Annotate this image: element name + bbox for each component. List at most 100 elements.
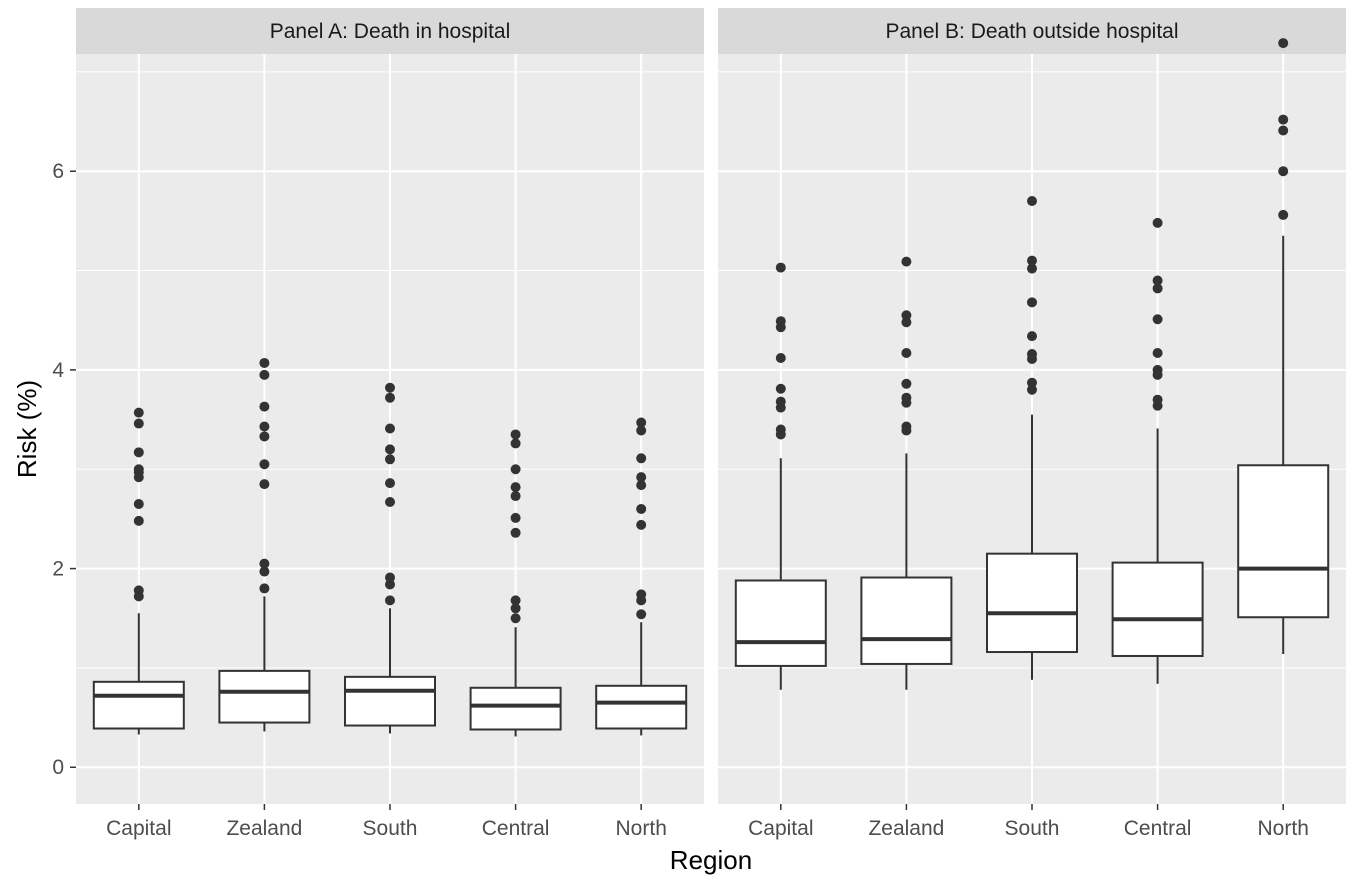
outlier-point — [385, 382, 395, 393]
iqr-box — [344, 675, 436, 727]
iqr-box — [92, 680, 185, 730]
x-axis-title: Region — [670, 845, 752, 875]
x-tick-label: Central — [1124, 817, 1192, 840]
outlier-point — [636, 453, 647, 464]
outlier-point — [385, 423, 395, 434]
outlier-point — [636, 425, 647, 436]
outlier-point — [510, 512, 521, 523]
boxplot-south — [986, 196, 1078, 680]
outlier-point — [1278, 166, 1289, 177]
boxplot-central — [469, 429, 562, 737]
outlier-point — [259, 459, 270, 470]
outlier-point — [259, 479, 270, 490]
outlier-point — [1152, 217, 1163, 228]
outlier-point — [133, 418, 144, 429]
outlier-point — [510, 482, 521, 493]
outlier-point — [1278, 209, 1289, 220]
outlier-point — [1027, 263, 1037, 274]
outlier-point — [901, 378, 912, 389]
panel-strip — [718, 8, 1346, 54]
x-tick-label: North — [616, 817, 667, 840]
boxplot-south — [344, 382, 436, 734]
panel-title: Panel B: Death outside hospital — [885, 20, 1178, 43]
outlier-point — [1027, 349, 1037, 359]
outlier-point — [1027, 331, 1037, 342]
outlier-point — [1027, 384, 1037, 395]
outlier-point — [133, 515, 144, 526]
outlier-point — [385, 579, 395, 590]
iqr-box — [734, 579, 827, 667]
outlier-point — [259, 583, 270, 594]
panel-b: Panel B: Death outside hospital Capital Ze… — [718, 8, 1346, 840]
outlier-point — [636, 589, 647, 600]
outlier-point — [510, 491, 521, 502]
outlier-point — [133, 464, 144, 475]
outlier-point — [636, 519, 647, 530]
outlier-point — [510, 464, 521, 475]
outlier-point — [775, 316, 786, 327]
outlier-point — [636, 609, 647, 620]
outlier-point — [901, 421, 912, 432]
y-axis-title: Risk (%) — [12, 380, 42, 478]
outlier-point — [510, 613, 521, 624]
x-tick-label: South — [1005, 817, 1060, 840]
outlier-point — [510, 429, 521, 440]
iqr-box — [469, 686, 562, 731]
outlier-point — [259, 566, 270, 577]
outlier-point — [259, 369, 270, 380]
outlier-point — [636, 472, 647, 483]
outlier-point — [385, 497, 395, 508]
outlier-point — [1278, 114, 1289, 125]
outlier-point — [133, 447, 144, 458]
outlier-point — [775, 424, 786, 435]
outlier-point — [385, 454, 395, 465]
outlier-point — [901, 392, 912, 403]
outlier-point — [385, 444, 395, 455]
panel-a: Panel A: Death in hospital Capital Zealand… — [76, 8, 704, 840]
outlier-point — [510, 595, 521, 606]
outlier-point — [385, 392, 395, 403]
outlier-point — [510, 603, 521, 614]
boxplot-central — [1111, 217, 1204, 684]
outlier-point — [133, 407, 144, 418]
outlier-point — [1278, 38, 1289, 49]
x-tick-label: Zealand — [226, 817, 302, 840]
iqr-box — [986, 552, 1078, 654]
outlier-point — [901, 348, 912, 359]
iqr-box — [860, 576, 953, 665]
outlier-point — [259, 421, 270, 432]
outlier-point — [510, 527, 521, 538]
iqr-box — [1237, 464, 1330, 619]
outlier-point — [636, 503, 647, 514]
outlier-point — [1152, 275, 1163, 286]
iqr-box — [1111, 561, 1204, 657]
x-tick-label: Zealand — [868, 817, 944, 840]
outlier-point — [510, 438, 521, 449]
outlier-point — [1152, 348, 1163, 359]
outlier-point — [901, 256, 912, 267]
outlier-point — [385, 572, 395, 583]
x-tick-label: North — [1258, 817, 1309, 840]
outlier-point — [775, 352, 786, 363]
boxplot-north — [595, 417, 688, 736]
outlier-point — [636, 417, 647, 428]
outlier-point — [1027, 377, 1037, 388]
panel-strip — [76, 8, 704, 54]
boxplot-capital — [734, 262, 827, 690]
outlier-point — [1152, 314, 1163, 325]
outlier-point — [133, 499, 144, 509]
x-tick-label: South — [363, 817, 418, 840]
outlier-point — [1027, 196, 1037, 207]
y-tick-label: 2 — [52, 558, 64, 581]
iqr-box — [595, 684, 688, 730]
outlier-point — [259, 357, 270, 368]
outlier-point — [133, 585, 144, 596]
outlier-point — [385, 595, 395, 606]
outlier-point — [1278, 125, 1289, 136]
outlier-point — [385, 478, 395, 489]
outlier-point — [259, 401, 270, 412]
panel-title: Panel A: Death in hospital — [270, 20, 511, 43]
outlier-point — [775, 383, 786, 394]
outlier-point — [901, 310, 912, 321]
